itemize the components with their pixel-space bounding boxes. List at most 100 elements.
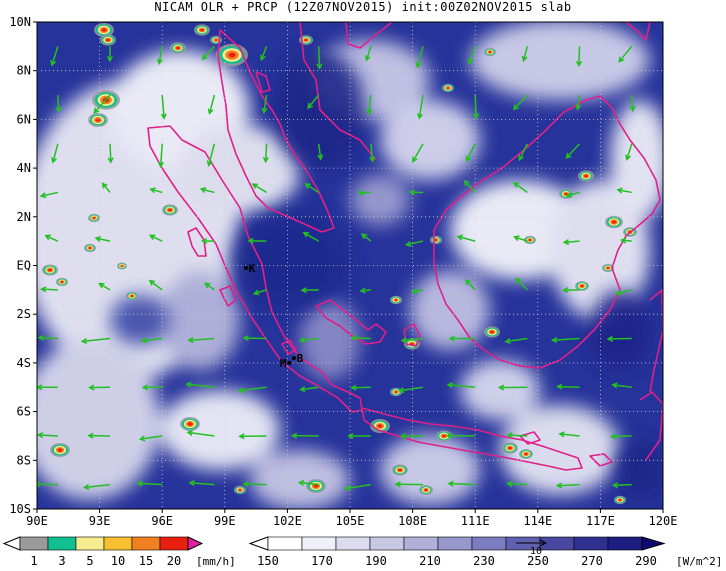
wind-vector <box>518 143 529 162</box>
lat-label: 2N <box>17 210 31 224</box>
precip-cell <box>88 113 108 127</box>
wind-vector <box>55 95 62 114</box>
lon-label: 114E <box>523 514 552 528</box>
wind-vector <box>187 337 215 344</box>
wind-vector <box>98 282 111 291</box>
wind-vector <box>300 287 319 294</box>
precip-cell <box>84 243 96 253</box>
wind-vector <box>148 234 163 242</box>
precip-cell <box>56 277 68 287</box>
precip-cell <box>117 262 127 270</box>
wind-vector <box>106 46 113 63</box>
precip-cell <box>100 34 116 46</box>
lon-label: 105E <box>336 514 365 528</box>
precip-cell <box>180 417 200 431</box>
wind-vector <box>562 239 580 246</box>
reference-vector: 10 <box>516 539 548 557</box>
station-label: M <box>280 357 287 370</box>
legend-swatch <box>47 536 77 551</box>
wind-vector <box>185 381 215 388</box>
wind-vector <box>497 384 528 391</box>
legend-swatch <box>75 536 105 551</box>
wind-vector <box>82 483 111 491</box>
precipitation-legend: 1 3 5 10 15 20 [mm/h] <box>2 536 236 568</box>
legend-tick: 5 <box>86 554 93 568</box>
legend-tick: 170 <box>311 554 333 568</box>
legend-swatch <box>641 536 666 551</box>
wind-vector <box>148 279 163 291</box>
lon-label: 99E <box>214 514 236 528</box>
wind-vector <box>464 279 476 291</box>
legend-swatch <box>369 536 405 551</box>
legend-swatch <box>403 536 439 551</box>
precip-cell <box>194 24 210 36</box>
wind-vector <box>88 384 111 391</box>
lat-label: 6N <box>17 112 31 126</box>
lon-label: 90E <box>26 514 48 528</box>
wind-vector <box>316 46 323 70</box>
wind-vector <box>299 386 319 393</box>
wind-vector <box>361 233 372 242</box>
wind-vector <box>136 480 163 487</box>
legend-arrow-left <box>2 536 21 551</box>
wind-vector <box>252 289 267 296</box>
legend-unit: [W/m^2] <box>676 555 722 568</box>
wind-vector <box>562 287 580 294</box>
wind-vector <box>446 382 476 389</box>
station-marker: B <box>291 352 304 365</box>
precip-cell <box>419 485 433 495</box>
precip-cell <box>306 479 326 493</box>
wind-vector <box>411 288 424 295</box>
wind-vector <box>369 143 376 163</box>
lat-label: 10S <box>9 502 31 516</box>
wind-vector <box>160 94 167 120</box>
precip-cell <box>50 443 70 457</box>
lat-label: 6S <box>17 405 31 419</box>
wind-vector <box>242 481 267 488</box>
wind-vector <box>609 433 632 440</box>
wind-vector <box>465 143 476 163</box>
lat-lon-grid <box>37 22 663 509</box>
wind-vector <box>512 94 528 111</box>
lon-label: 102E <box>273 514 302 528</box>
lon-label: 117E <box>586 514 615 528</box>
wind-vector <box>37 384 58 391</box>
figure-title: NICAM OLR + PRCP (12Z07NOV2015) init:00Z… <box>154 0 572 14</box>
station-marker: M <box>280 357 292 370</box>
lon-label: 120E <box>649 514 678 528</box>
precip-cell <box>519 449 533 459</box>
wind-vector <box>447 480 476 487</box>
wind-vector <box>156 46 163 66</box>
wind-vector <box>44 234 59 242</box>
wind-vector <box>614 289 632 296</box>
wind-vector <box>260 46 268 62</box>
wind-vector <box>317 143 324 161</box>
wind-vector <box>350 334 371 342</box>
olr-legend: 150 170 190 210 230 250 270 290 10 [W/m^2] <box>248 536 722 568</box>
precip-cell <box>390 387 402 397</box>
wind-vector <box>141 384 163 391</box>
wind-vector <box>101 182 111 193</box>
legend-tick: 230 <box>473 554 495 568</box>
legend-tick: 15 <box>139 554 153 568</box>
wind-vector <box>364 46 372 62</box>
precip-cell <box>524 235 536 245</box>
legend-tick: 20 <box>167 554 181 568</box>
wind-vector <box>521 46 529 63</box>
legend-swatch <box>131 536 161 551</box>
wind-vector <box>404 240 424 247</box>
wind-vector <box>618 45 633 63</box>
precip-cell <box>94 23 114 37</box>
wind-vector <box>201 45 215 61</box>
precip-cell <box>575 281 589 291</box>
wind-vector <box>149 187 163 194</box>
legend-tick: 10 <box>111 554 125 568</box>
wind-vector <box>506 480 528 487</box>
wind-vector <box>87 432 111 439</box>
wind-vector <box>504 337 528 345</box>
precip-cell <box>614 495 626 505</box>
wind-vector <box>51 143 59 164</box>
wind-vector <box>242 335 267 342</box>
